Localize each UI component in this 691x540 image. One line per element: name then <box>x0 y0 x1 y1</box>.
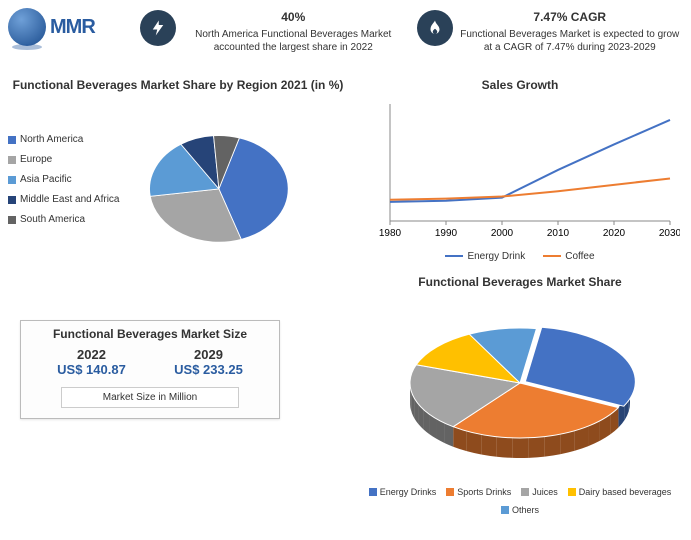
legend-item: South America <box>8 210 120 230</box>
legend-item: Sports Drinks <box>446 487 511 497</box>
stat-left-desc: North America Functional Beverages Marke… <box>195 29 391 53</box>
logo: MMR <box>8 8 95 46</box>
svg-text:2010: 2010 <box>547 228 570 239</box>
market-size-footer: Market Size in Million <box>61 387 239 408</box>
stat-right-big: 7.47% CAGR <box>459 10 682 26</box>
sales-growth-chart: 1980 1990 2000 2010 2020 2030 <box>360 96 680 246</box>
globe-icon <box>8 8 46 46</box>
svg-text:2030: 2030 <box>659 228 680 239</box>
region-pie-chart <box>120 100 300 260</box>
market-size-box: Functional Beverages Market Size 2022 US… <box>20 320 280 419</box>
share-pie-title: Functional Beverages Market Share <box>360 275 680 289</box>
share-pie-section: Functional Beverages Market Share Energy… <box>360 275 680 515</box>
legend-item: Juices <box>521 487 558 497</box>
sales-growth-legend: Energy Drink Coffee <box>360 251 680 262</box>
svg-text:1980: 1980 <box>379 228 402 239</box>
size-2029-val: US$ 233.25 <box>174 362 243 377</box>
share-pie-chart <box>360 293 680 483</box>
legend-item: Asia Pacific <box>8 170 120 190</box>
size-2029-year: 2029 <box>174 347 243 362</box>
region-pie-title: Functional Beverages Market Share by Reg… <box>8 78 348 92</box>
size-2022: 2022 US$ 140.87 <box>57 347 126 377</box>
size-2022-year: 2022 <box>57 347 126 362</box>
stat-left: 40% North America Functional Beverages M… <box>140 10 405 54</box>
legend-item: Energy Drinks <box>369 487 437 497</box>
legend-energy: Energy Drink <box>445 251 525 262</box>
stat-left-big: 40% <box>182 10 405 26</box>
share-legend: Energy Drinks Sports Drinks Juices Dairy ba… <box>360 487 680 515</box>
stat-right-desc: Functional Beverages Market is expected … <box>460 29 679 53</box>
legend-item: Europe <box>8 150 120 170</box>
top-stats: 40% North America Functional Beverages M… <box>140 10 681 54</box>
region-pie-section: Functional Beverages Market Share by Reg… <box>8 78 348 260</box>
stat-right: 7.47% CAGR Functional Beverages Market i… <box>417 10 682 54</box>
legend-item: North America <box>8 130 120 150</box>
bolt-icon <box>140 10 176 46</box>
stat-right-text: 7.47% CAGR Functional Beverages Market i… <box>459 10 682 54</box>
flame-icon <box>417 10 453 46</box>
size-2029: 2029 US$ 233.25 <box>174 347 243 377</box>
sales-growth-title: Sales Growth <box>360 78 680 92</box>
legend-item: Dairy based beverages <box>568 487 672 497</box>
legend-item: Middle East and Africa <box>8 190 120 210</box>
region-legend: North AmericaEuropeAsia PacificMiddle Ea… <box>8 130 120 230</box>
svg-text:1990: 1990 <box>435 228 458 239</box>
logo-text: MMR <box>50 16 95 39</box>
legend-coffee: Coffee <box>543 251 594 262</box>
stat-left-text: 40% North America Functional Beverages M… <box>182 10 405 54</box>
legend-item: Others <box>501 505 539 515</box>
market-size-title: Functional Beverages Market Size <box>21 321 279 343</box>
sales-growth-section: Sales Growth 1980 1990 2000 2010 2020 2030 En… <box>360 78 680 262</box>
svg-text:2000: 2000 <box>491 228 514 239</box>
svg-text:2020: 2020 <box>603 228 626 239</box>
size-2022-val: US$ 140.87 <box>57 362 126 377</box>
